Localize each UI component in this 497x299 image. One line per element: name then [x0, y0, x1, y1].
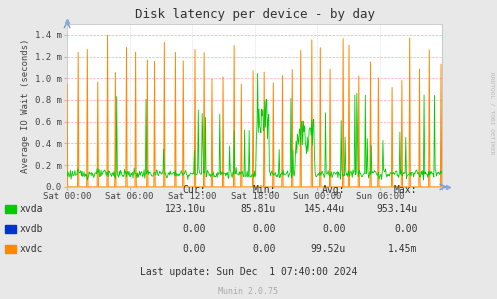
Title: Disk latency per device - by day: Disk latency per device - by day: [135, 8, 375, 21]
Text: 0.00: 0.00: [252, 244, 276, 254]
Text: 145.44u: 145.44u: [304, 204, 345, 214]
Text: 99.52u: 99.52u: [310, 244, 345, 254]
Text: 85.81u: 85.81u: [241, 204, 276, 214]
Text: xvdb: xvdb: [20, 224, 43, 234]
Y-axis label: Average IO Wait (seconds): Average IO Wait (seconds): [21, 38, 30, 173]
Text: RRDTOOL / TOBI OETIKER: RRDTOOL / TOBI OETIKER: [490, 72, 495, 155]
Text: xvdc: xvdc: [20, 244, 43, 254]
Text: 953.14u: 953.14u: [376, 204, 417, 214]
Text: Max:: Max:: [394, 185, 417, 195]
Text: 0.00: 0.00: [183, 244, 206, 254]
Text: Avg:: Avg:: [322, 185, 345, 195]
Text: Last update: Sun Dec  1 07:40:00 2024: Last update: Sun Dec 1 07:40:00 2024: [140, 267, 357, 277]
Text: Min:: Min:: [252, 185, 276, 195]
Text: 0.00: 0.00: [252, 224, 276, 234]
Text: Munin 2.0.75: Munin 2.0.75: [219, 287, 278, 296]
Text: 1.45m: 1.45m: [388, 244, 417, 254]
Text: 0.00: 0.00: [394, 224, 417, 234]
Text: Cur:: Cur:: [183, 185, 206, 195]
Text: 0.00: 0.00: [183, 224, 206, 234]
Text: 0.00: 0.00: [322, 224, 345, 234]
Text: 123.10u: 123.10u: [165, 204, 206, 214]
Text: xvda: xvda: [20, 204, 43, 214]
